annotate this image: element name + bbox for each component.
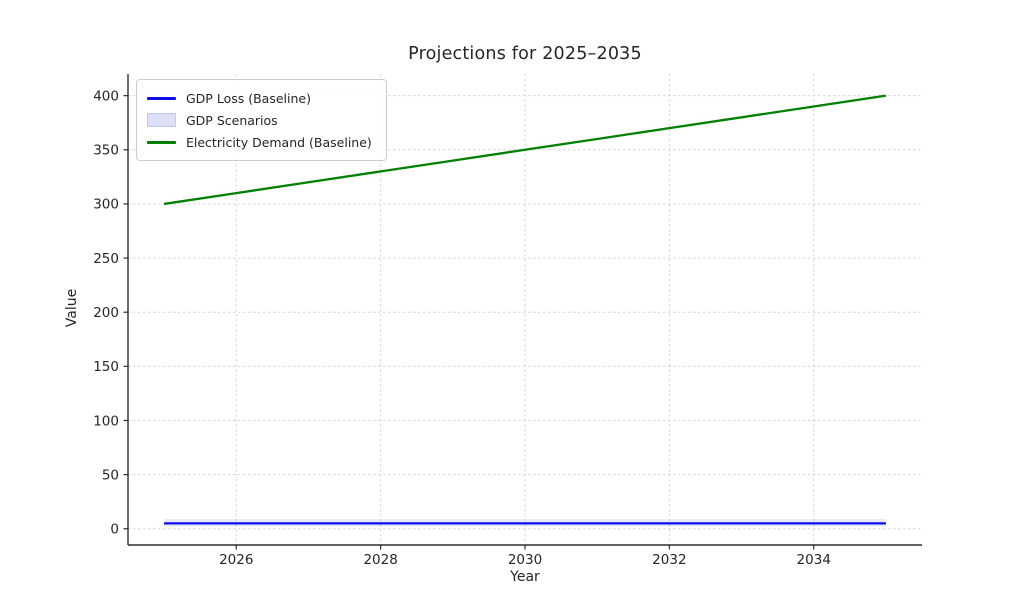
legend-item-electricity-demand-baseline: Electricity Demand (Baseline) — [147, 131, 372, 153]
gdp-loss-baseline-swatch — [147, 96, 176, 100]
legend-item-label: GDP Loss (Baseline) — [186, 90, 311, 106]
legend-item-gdp-scenarios: GDP Scenarios — [147, 109, 372, 131]
legend: GDP Loss (Baseline) GDP Scenarios Electric… — [136, 79, 387, 161]
x-tick-label: 2026 — [219, 552, 253, 568]
y-tick-label: 300 — [93, 197, 119, 213]
y-axis-label: Value — [64, 288, 80, 328]
x-tick-label: 2030 — [508, 552, 542, 568]
y-tick-label: 0 — [110, 522, 119, 538]
x-tick-label: 2034 — [797, 552, 831, 568]
electricity-demand-baseline-line — [163, 94, 887, 206]
legend-item-gdp-loss-baseline: GDP Loss (Baseline) — [147, 87, 372, 109]
y-tick-label: 350 — [93, 143, 119, 159]
legend-patch-swatch-icon — [147, 113, 176, 127]
chart-title: Projections for 2025–2035 — [408, 44, 642, 64]
legend-item-label: Electricity Demand (Baseline) — [186, 134, 372, 150]
legend-item-label: GDP Scenarios — [186, 112, 278, 128]
gdp-scenarios-swatch — [147, 113, 176, 127]
y-tick-label: 100 — [93, 413, 119, 429]
y-tick-label: 50 — [102, 467, 119, 483]
legend-line-swatch-icon — [147, 140, 176, 144]
electricity-demand-baseline-swatch — [147, 140, 176, 144]
x-axis-label: Year — [510, 569, 540, 585]
y-tick-label: 150 — [93, 359, 119, 375]
y-tick-label: 200 — [93, 305, 119, 321]
x-tick-label: 2032 — [652, 552, 686, 568]
y-tick-label: 400 — [93, 88, 119, 104]
x-tick-label: 2028 — [363, 552, 397, 568]
legend-line-swatch-icon — [147, 96, 176, 100]
y-tick-label: 250 — [93, 251, 119, 267]
